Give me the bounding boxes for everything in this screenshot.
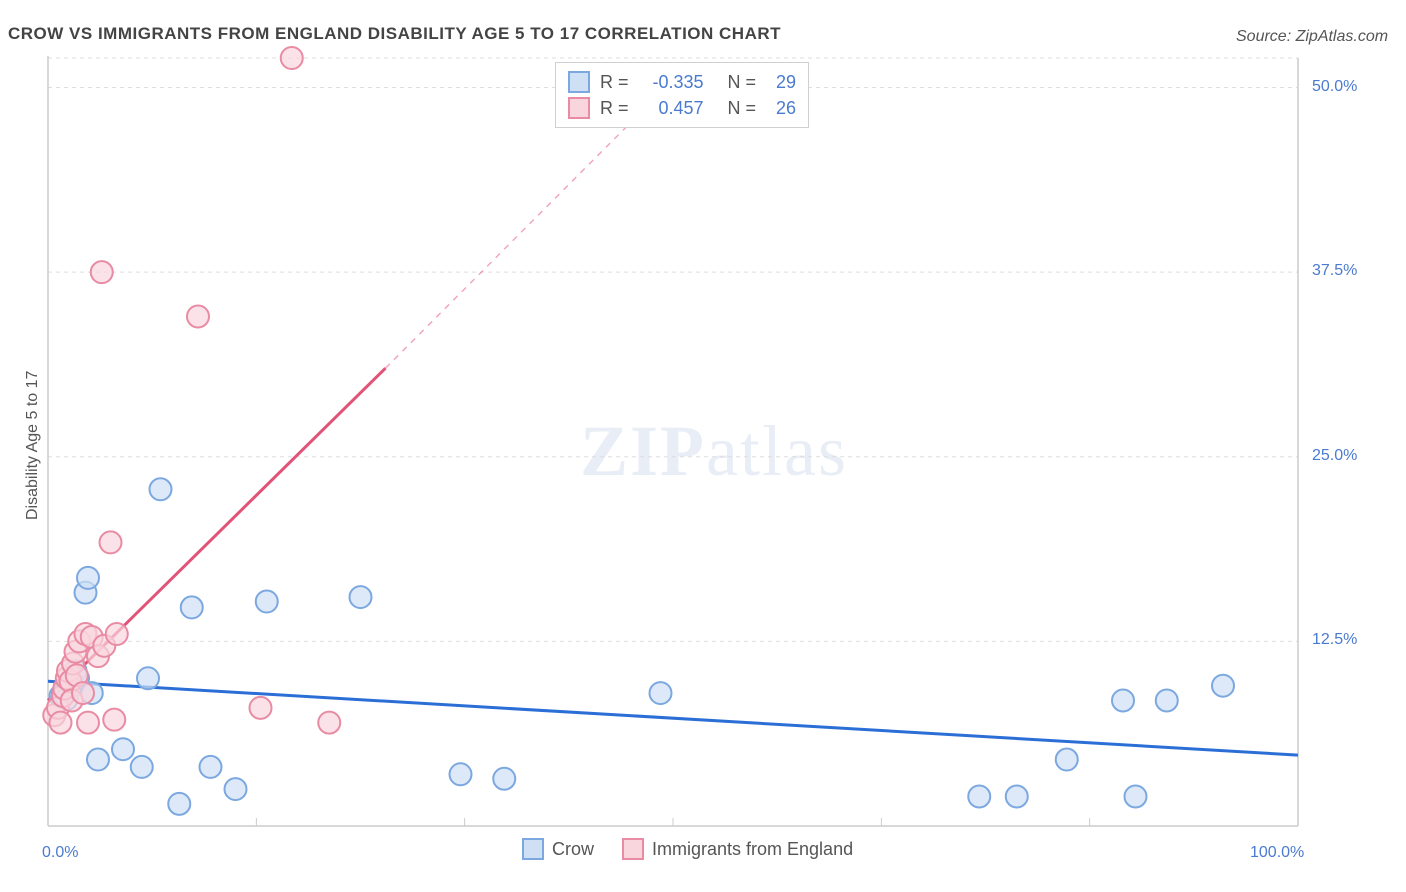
r-value: -0.335: [639, 72, 704, 93]
n-value: 29: [766, 72, 796, 93]
legend-item: Crow: [522, 838, 594, 860]
x-tick-label: 100.0%: [1250, 844, 1304, 862]
x-tick-label: 0.0%: [42, 844, 78, 862]
legend-item: Immigrants from England: [622, 838, 853, 860]
y-tick-label: 12.5%: [1312, 631, 1357, 649]
y-tick-label: 50.0%: [1312, 78, 1357, 96]
stats-legend: R = -0.335 N = 29 R = 0.457 N = 26: [555, 62, 809, 128]
n-value: 26: [766, 98, 796, 119]
legend-swatch: [622, 838, 644, 860]
legend-swatch: [568, 97, 590, 119]
legend-swatch: [568, 71, 590, 93]
series-legend: Crow Immigrants from England: [522, 838, 853, 860]
legend-label: Immigrants from England: [652, 839, 853, 860]
scatter-chart: [0, 0, 1406, 892]
legend-label: Crow: [552, 839, 594, 860]
r-value: 0.457: [639, 98, 704, 119]
legend-swatch: [522, 838, 544, 860]
y-tick-label: 25.0%: [1312, 447, 1357, 465]
r-label: R =: [600, 98, 629, 119]
n-label: N =: [728, 72, 757, 93]
y-tick-label: 37.5%: [1312, 262, 1357, 280]
n-label: N =: [728, 98, 757, 119]
r-label: R =: [600, 72, 629, 93]
